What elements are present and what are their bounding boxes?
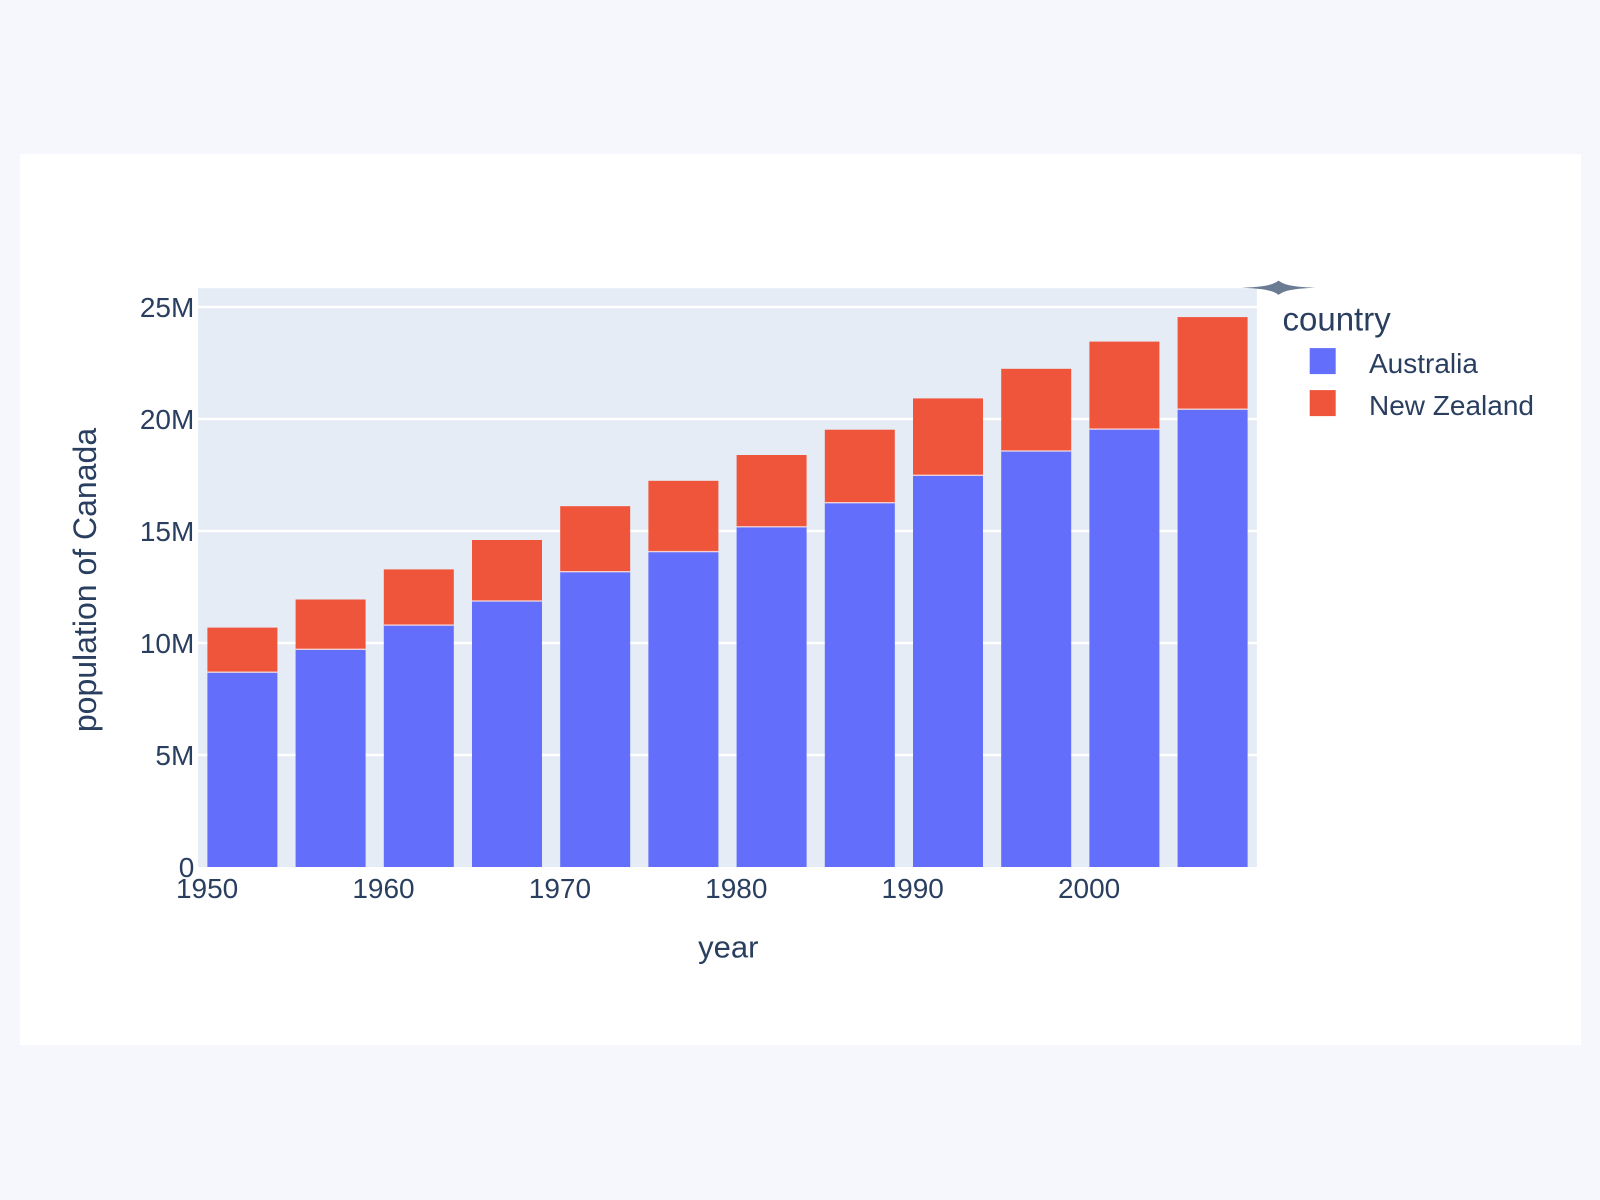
svg-text:year: year <box>698 929 758 964</box>
svg-text:0: 0 <box>179 852 195 883</box>
svg-text:country: country <box>1283 301 1392 338</box>
svg-text:2000: 2000 <box>1058 873 1120 904</box>
svg-text:1960: 1960 <box>352 873 414 904</box>
svg-text:20M: 20M <box>140 404 194 435</box>
svg-text:1990: 1990 <box>882 873 944 904</box>
svg-text:population of Canada: population of Canada <box>67 428 103 732</box>
svg-text:5M: 5M <box>155 740 194 771</box>
svg-text:1970: 1970 <box>529 873 591 904</box>
svg-text:15M: 15M <box>140 516 194 547</box>
svg-text:10M: 10M <box>140 628 194 659</box>
svg-text:1980: 1980 <box>705 873 767 904</box>
svg-text:Australia: Australia <box>1369 348 1478 379</box>
svg-text:1950: 1950 <box>176 873 238 904</box>
svg-text:25M: 25M <box>140 292 194 323</box>
svg-text:New Zealand: New Zealand <box>1369 390 1534 421</box>
